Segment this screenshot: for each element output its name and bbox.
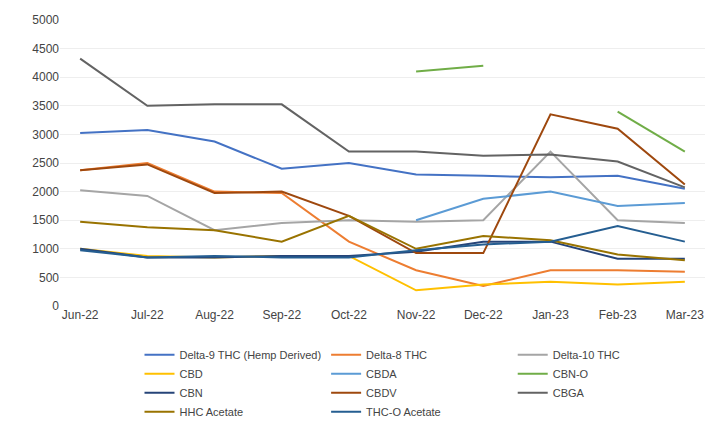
svg-text:0: 0: [52, 299, 59, 313]
svg-text:Delta-9 THC (Hemp Derived): Delta-9 THC (Hemp Derived): [180, 349, 322, 361]
svg-text:Dec-22: Dec-22: [464, 308, 503, 322]
svg-text:2000: 2000: [32, 185, 59, 199]
svg-text:Nov-22: Nov-22: [397, 308, 436, 322]
svg-text:Jun-22: Jun-22: [62, 308, 99, 322]
svg-text:4000: 4000: [32, 70, 59, 84]
svg-text:CBD: CBD: [180, 368, 203, 380]
svg-text:Delta-10 THC: Delta-10 THC: [553, 349, 620, 361]
svg-text:1000: 1000: [32, 242, 59, 256]
svg-text:CBDA: CBDA: [366, 368, 397, 380]
svg-text:3500: 3500: [32, 99, 59, 113]
svg-text:500: 500: [39, 271, 59, 285]
svg-text:5000: 5000: [32, 13, 59, 27]
svg-text:CBN: CBN: [180, 387, 203, 399]
svg-text:Delta-8 THC: Delta-8 THC: [366, 349, 427, 361]
svg-text:Jul-22: Jul-22: [131, 308, 164, 322]
svg-text:2500: 2500: [32, 156, 59, 170]
svg-text:Mar-23: Mar-23: [666, 308, 704, 322]
svg-text:HHC Acetate: HHC Acetate: [180, 406, 244, 418]
svg-text:Aug-22: Aug-22: [195, 308, 234, 322]
svg-text:Oct-22: Oct-22: [331, 308, 367, 322]
svg-text:4500: 4500: [32, 42, 59, 56]
svg-text:Feb-23: Feb-23: [599, 308, 637, 322]
svg-text:Jan-23: Jan-23: [532, 308, 569, 322]
svg-text:1500: 1500: [32, 213, 59, 227]
svg-text:CBDV: CBDV: [366, 387, 397, 399]
svg-text:CBN-O: CBN-O: [553, 368, 589, 380]
svg-text:3000: 3000: [32, 128, 59, 142]
svg-text:THC-O Acetate: THC-O Acetate: [366, 406, 441, 418]
svg-text:CBGA: CBGA: [553, 387, 585, 399]
svg-text:Sep-22: Sep-22: [262, 308, 301, 322]
